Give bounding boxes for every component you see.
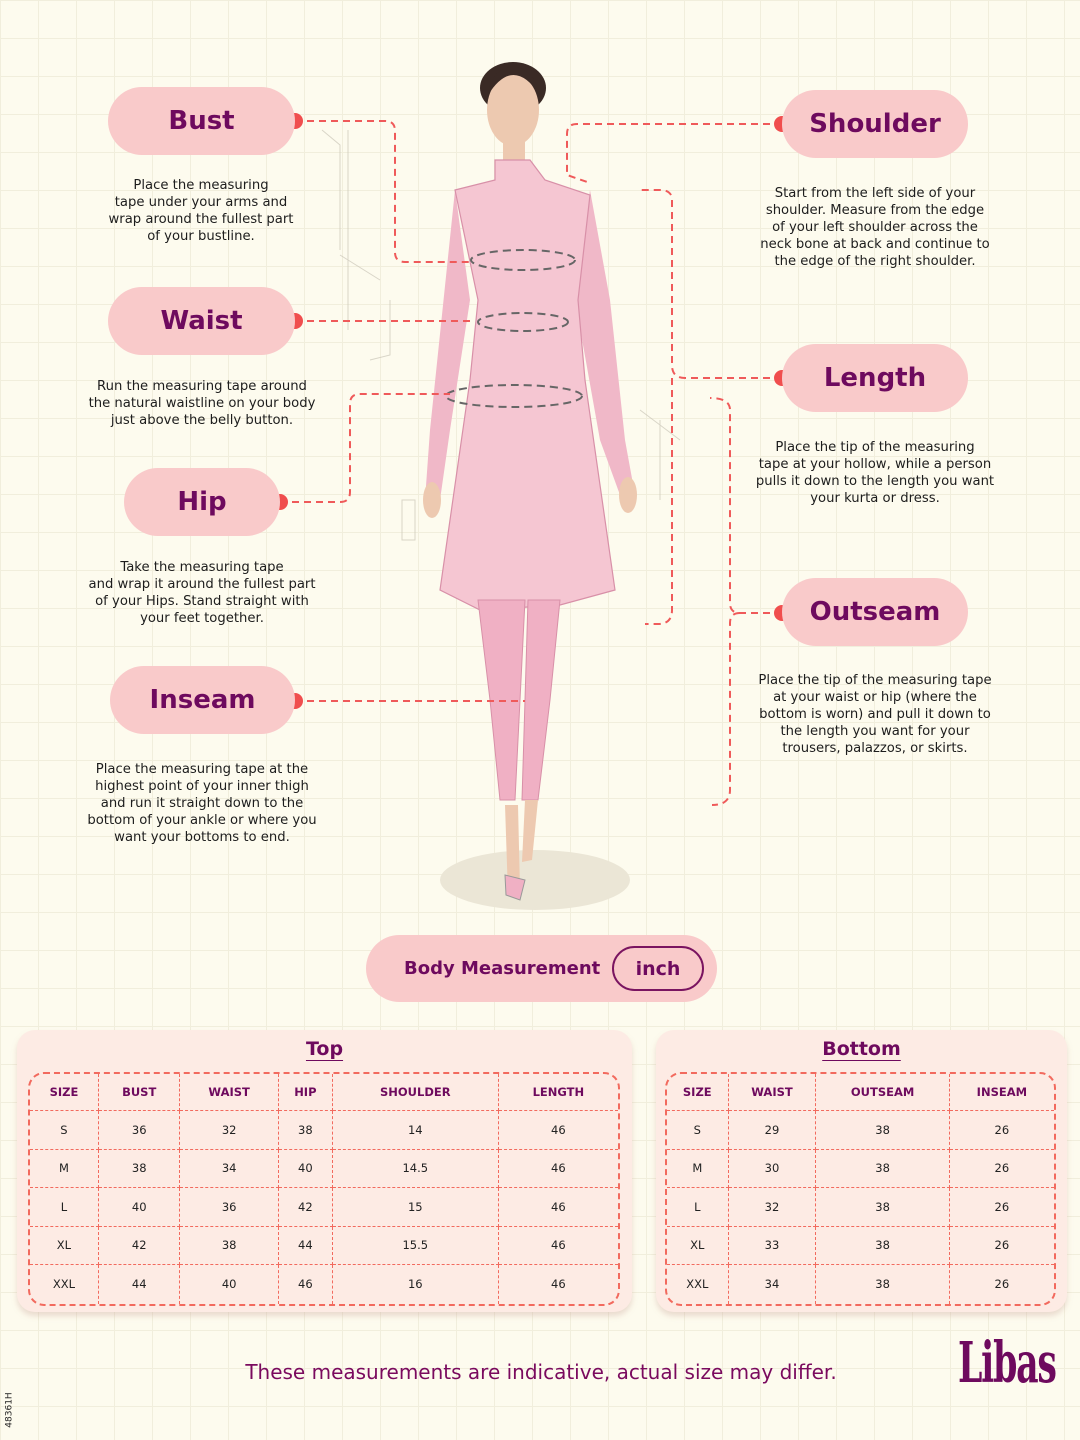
table-cell: 14 (332, 1111, 499, 1150)
column-header: SIZE (667, 1074, 729, 1111)
table-cell: 38 (816, 1188, 950, 1227)
bottom-size-table: SIZE WAIST OUTSEAM INSEAM S 29 38 26 M 30 38 26 L 32 3… (665, 1072, 1056, 1306)
table-cell: L (667, 1188, 729, 1227)
column-header: BUST (98, 1074, 181, 1111)
table-cell: 38 (816, 1226, 950, 1265)
table-cell: 29 (728, 1111, 817, 1150)
column-header: SHOULDER (332, 1074, 499, 1111)
table-cell: M (667, 1149, 729, 1188)
table-cell: 46 (279, 1265, 333, 1304)
desc-shoulder: Start from the left side of your shoulde… (760, 186, 990, 269)
table-cell: 36 (98, 1111, 181, 1150)
table-cell: M (30, 1149, 99, 1188)
table-row: L 32 38 26 (667, 1188, 1054, 1227)
bottom-size-card: Bottom SIZE WAIST OUTSEAM INSEAM S 29 38 26 M 30 3… (656, 1030, 1067, 1312)
table-row: S 36 32 38 14 46 (30, 1111, 618, 1150)
label-bust: Bust (108, 87, 295, 155)
table-row: S 29 38 26 (667, 1111, 1054, 1150)
table-cell: 14.5 (332, 1149, 499, 1188)
table-cell: 38 (278, 1111, 333, 1150)
table-cell: 44 (99, 1265, 181, 1304)
label-shoulder: Shoulder (782, 90, 968, 158)
label-hip: Hip (124, 468, 280, 536)
table-cell: 42 (98, 1226, 181, 1265)
table-cell: XL (667, 1226, 729, 1265)
disclaimer: These measurements are indicative, actua… (245, 1360, 837, 1384)
column-header: OUTSEAM (816, 1074, 950, 1111)
brand-logo: Libas (958, 1330, 1057, 1396)
table-cell: 42 (278, 1188, 333, 1227)
table-cell: 15 (332, 1188, 499, 1227)
table-cell: 38 (816, 1111, 950, 1150)
table-cell: 15.5 (332, 1226, 499, 1265)
table-cell: 16 (333, 1265, 499, 1304)
table-cell: 32 (728, 1188, 817, 1227)
table-cell: 44 (278, 1226, 333, 1265)
table-row: M 30 38 26 (667, 1149, 1054, 1188)
label-inseam: Inseam (110, 666, 295, 734)
bottom-table-title: Bottom (822, 1038, 901, 1060)
table-cell: 38 (98, 1149, 181, 1188)
table-row: M 38 34 40 14.5 46 (30, 1149, 618, 1188)
table-cell: 36 (180, 1188, 279, 1227)
table-cell: 38 (816, 1265, 950, 1304)
table-cell: 26 (949, 1188, 1054, 1227)
table-cell: 26 (994, 1277, 1010, 1292)
table-cell: 34 (180, 1149, 279, 1188)
label-length: Length (782, 344, 968, 412)
top-table-title: Top (305, 1038, 344, 1060)
table-cell: 46 (498, 1227, 618, 1265)
table-cell: 34 (729, 1265, 817, 1304)
table-cell: 40 (98, 1188, 181, 1227)
top-size-table: SIZE BUST WAIST HIP SHOULDER LENGTH S 36 32 38 14 4… (28, 1072, 620, 1306)
table-cell: 26 (949, 1111, 1054, 1150)
table-cell: 38 (816, 1149, 950, 1188)
unit-bar-label: Body Measurement (404, 958, 601, 979)
table-row: XL 42 38 44 15.5 46 (30, 1226, 618, 1265)
column-header: LENGTH (498, 1074, 618, 1111)
label-waist: Waist (108, 287, 295, 355)
table-cell: 38 (180, 1226, 279, 1265)
column-header: WAIST (180, 1074, 279, 1111)
table-cell: 40 (180, 1265, 279, 1304)
unit-bar: Body Measurement inch (366, 935, 717, 1002)
table-cell: L (30, 1188, 99, 1227)
table-cell: 46 (498, 1111, 618, 1150)
desc-length: Place the tip of the measuring tape at y… (755, 440, 995, 506)
table-cell: 46 (551, 1277, 566, 1292)
column-header: INSEAM (949, 1074, 1054, 1111)
table-cell: 46 (498, 1150, 618, 1188)
column-header: HIP (278, 1074, 333, 1111)
model-illustration (321, 62, 681, 910)
top-size-card: Top SIZE BUST WAIST HIP SHOULDER LENGTH S 36 32 3… (17, 1030, 632, 1312)
table-cell: 40 (278, 1149, 333, 1188)
table-row: XXL 44 40 46 16 46 (30, 1265, 618, 1304)
table-cell: 26 (949, 1227, 1054, 1265)
table-cell: XXL (30, 1265, 99, 1304)
table-cell: 33 (728, 1226, 817, 1265)
header-row: SIZE BUST WAIST HIP SHOULDER LENGTH (30, 1074, 618, 1111)
column-header: SIZE (30, 1074, 99, 1111)
product-code: 48361H (4, 1392, 15, 1428)
table-cell: XXL (667, 1265, 729, 1304)
desc-inseam: Place the measuring tape at the highest … (87, 762, 317, 845)
table-row: XXL 34 38 26 (667, 1265, 1054, 1304)
table-cell: 30 (728, 1149, 817, 1188)
table-cell: S (30, 1111, 99, 1150)
label-outseam: Outseam (782, 578, 968, 646)
table-cell: XL (30, 1226, 99, 1265)
column-header: WAIST (728, 1074, 817, 1111)
table-cell: 46 (498, 1188, 618, 1227)
header-row: SIZE WAIST OUTSEAM INSEAM (667, 1074, 1054, 1111)
table-cell: S (667, 1111, 729, 1150)
table-row: L 40 36 42 15 46 (30, 1188, 618, 1227)
desc-outseam: Place the tip of the measuring tape at y… (758, 673, 992, 756)
desc-bust: Place the measuring tape under your arms… (108, 178, 294, 244)
table-cell: 32 (180, 1111, 279, 1150)
table-row: XL 33 38 26 (667, 1226, 1054, 1265)
desc-hip: Take the measuring tape and wrap it arou… (88, 560, 316, 626)
desc-waist: Run the measuring tape around the natura… (88, 379, 316, 428)
unit-toggle[interactable]: inch (612, 946, 704, 991)
table-cell: 26 (949, 1150, 1054, 1188)
